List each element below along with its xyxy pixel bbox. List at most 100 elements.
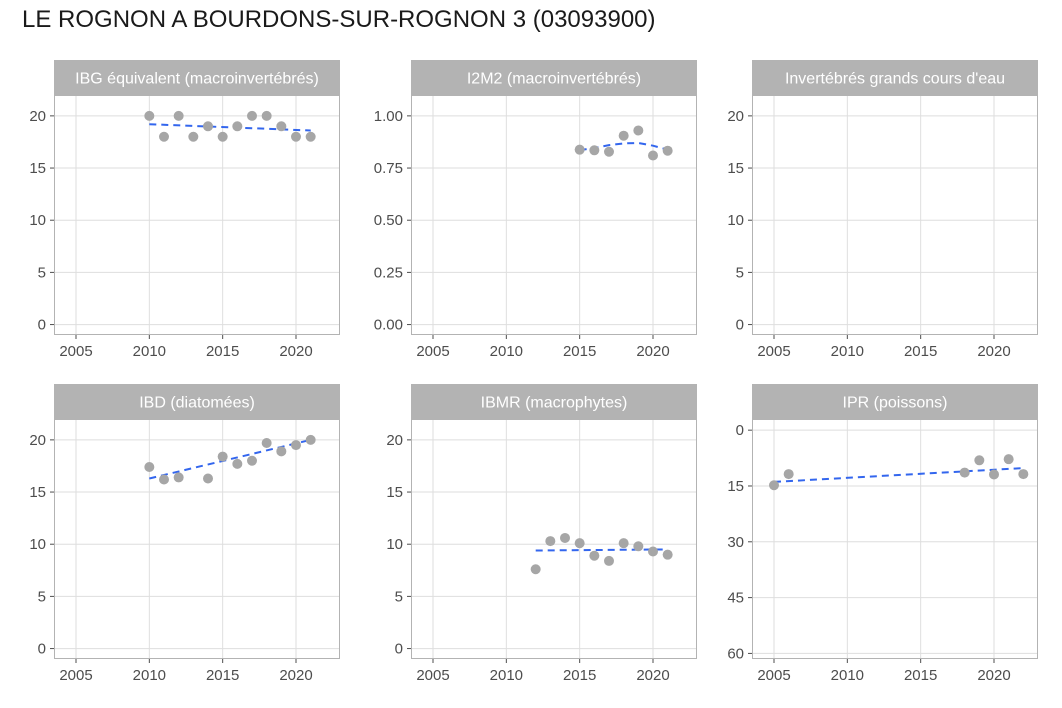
panel-border xyxy=(411,95,697,335)
y-tick-label: 10 xyxy=(29,212,46,229)
facet-strip xyxy=(752,60,1038,95)
panel-6: IPR (poissons) 0 15 30 45 60 2005 2010 2015 2020 xyxy=(727,384,1038,684)
y-tick-label: 20 xyxy=(29,108,46,125)
y-tick-label: 0.00 xyxy=(374,317,403,334)
y-tick-label: 15 xyxy=(29,484,46,501)
data-point xyxy=(217,131,228,142)
y-tick-label: 15 xyxy=(29,160,46,177)
data-point xyxy=(159,474,169,485)
x-tick-label: 2015 xyxy=(904,343,937,360)
y-tick-label: 45 xyxy=(727,590,744,607)
panel-border xyxy=(752,419,1038,659)
y-tick-label: 1.00 xyxy=(374,108,403,125)
x-tick-label: 2010 xyxy=(831,667,864,684)
data-point xyxy=(648,150,658,161)
y-tick-label: 10 xyxy=(727,212,744,229)
y-tick-label: 5 xyxy=(736,264,744,281)
data-point xyxy=(989,469,999,480)
data-point xyxy=(276,446,287,457)
y-tick-label: 10 xyxy=(386,536,403,553)
y-tick-label: 10 xyxy=(29,536,46,553)
data-point xyxy=(144,110,155,121)
data-point xyxy=(604,146,614,157)
data-point xyxy=(173,110,184,121)
y-tick-label: 0.25 xyxy=(374,264,403,281)
data-point xyxy=(261,438,272,448)
data-point xyxy=(633,541,644,552)
y-tick-label: 0 xyxy=(38,317,46,334)
panel-1: IBG équivalent (macroinvertébrés) 0 5 10 15 2… xyxy=(29,60,340,360)
x-tick-label: 2005 xyxy=(416,667,449,684)
x-tick-label: 2015 xyxy=(206,667,239,684)
y-tick-label: 0.50 xyxy=(374,212,403,229)
x-tick-label: 2020 xyxy=(977,343,1010,360)
data-point xyxy=(232,121,243,132)
facet-title: IBD (diatomées) xyxy=(139,395,255,412)
y-tick-label: 0 xyxy=(736,422,744,439)
y-tick-label: 5 xyxy=(395,588,403,605)
y-tick-label: 0 xyxy=(38,641,46,658)
data-point xyxy=(974,455,985,466)
data-point xyxy=(305,131,316,142)
data-point xyxy=(662,145,673,156)
panel-5: IBMR (macrophytes) 0 5 10 15 20 2005 2010 2015 20… xyxy=(386,384,697,684)
facet-strip xyxy=(54,384,340,419)
x-tick-label: 2005 xyxy=(416,343,449,360)
x-tick-label: 2020 xyxy=(977,667,1010,684)
x-tick-label: 2020 xyxy=(279,343,312,360)
facet-title: IBMR (macrophytes) xyxy=(481,395,628,412)
y-tick-label: 20 xyxy=(29,432,46,449)
x-tick-label: 2005 xyxy=(757,343,790,360)
x-tick-label: 2005 xyxy=(59,667,92,684)
data-point xyxy=(560,532,570,543)
data-point xyxy=(618,130,629,141)
trend-line xyxy=(773,467,1024,483)
data-point xyxy=(276,121,287,132)
x-tick-label: 2010 xyxy=(133,343,166,360)
trend-line xyxy=(535,548,668,552)
data-point xyxy=(247,110,257,121)
facet-strip xyxy=(54,60,340,95)
panel-border xyxy=(54,419,340,659)
y-tick-label: 5 xyxy=(38,588,46,605)
x-tick-label: 2010 xyxy=(490,667,523,684)
panel-border xyxy=(411,419,697,659)
data-point xyxy=(291,440,301,451)
x-tick-label: 2015 xyxy=(563,667,596,684)
facet-title: IBG équivalent (macroinvertébrés) xyxy=(75,71,319,88)
data-point xyxy=(173,472,184,483)
facet-title: IPR (poissons) xyxy=(843,395,948,412)
data-point xyxy=(144,462,155,472)
panel-2: I2M2 (macroinvertébrés) 0.00 0.25 0.50 0.75 1… xyxy=(374,60,697,360)
data-point xyxy=(648,546,658,557)
panel-3: Invertébrés grands cours d'eau 0 5 10 15 2020… xyxy=(727,60,1038,360)
data-point xyxy=(545,536,556,547)
x-tick-label: 2020 xyxy=(279,667,312,684)
y-tick-label: 60 xyxy=(727,645,744,662)
facet-strip xyxy=(411,60,697,95)
x-tick-label: 2020 xyxy=(636,343,669,360)
x-tick-label: 2015 xyxy=(563,343,596,360)
y-tick-label: 30 xyxy=(727,534,744,551)
data-point xyxy=(769,480,779,491)
y-tick-label: 15 xyxy=(727,160,744,177)
panel-4: IBD (diatomées) 0 5 10 15 20 2005 2010 2015 2020 xyxy=(29,384,340,684)
data-point xyxy=(662,549,673,560)
data-point xyxy=(203,473,213,484)
facet-title: Invertébrés grands cours d'eau xyxy=(785,71,1005,88)
data-point xyxy=(261,110,272,121)
x-tick-label: 2005 xyxy=(757,667,790,684)
x-tick-label: 2010 xyxy=(133,667,166,684)
facet-strip xyxy=(752,384,1038,419)
trend-line xyxy=(149,123,311,132)
data-point xyxy=(188,131,199,142)
x-tick-label: 2010 xyxy=(490,343,523,360)
x-tick-label: 2015 xyxy=(206,343,239,360)
data-point xyxy=(530,564,541,575)
data-point xyxy=(604,555,614,566)
data-point xyxy=(1003,454,1014,465)
x-tick-label: 2020 xyxy=(636,667,669,684)
data-point xyxy=(618,538,629,549)
data-point xyxy=(574,144,585,155)
y-tick-label: 0 xyxy=(736,317,744,334)
